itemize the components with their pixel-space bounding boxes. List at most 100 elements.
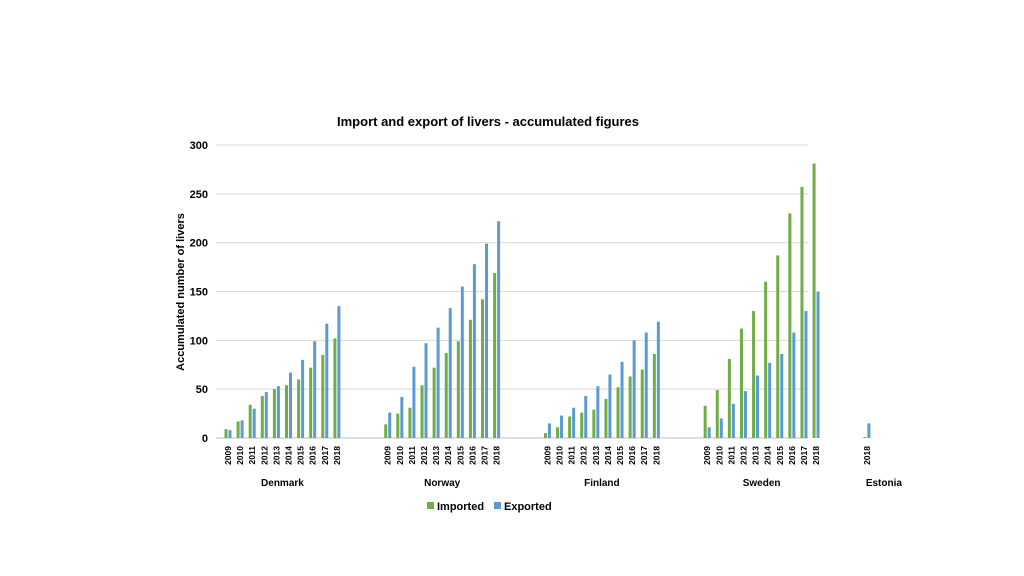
bar-imported bbox=[592, 409, 596, 438]
bar-exported bbox=[707, 427, 711, 438]
bar-exported bbox=[485, 243, 489, 438]
bar-exported bbox=[264, 392, 268, 438]
gridlines bbox=[216, 144, 808, 439]
bar-exported bbox=[289, 372, 292, 438]
bar-exported bbox=[472, 264, 476, 438]
y-tick-label: 250 bbox=[190, 189, 208, 201]
bar-exported bbox=[780, 354, 784, 438]
bars bbox=[224, 163, 871, 438]
bar-exported bbox=[572, 407, 576, 438]
bar-exported bbox=[448, 308, 452, 438]
bar-exported bbox=[301, 359, 305, 438]
x-tick-label: 2018 bbox=[862, 446, 872, 465]
bar-imported bbox=[432, 367, 436, 438]
x-tick-label: 2011 bbox=[726, 446, 736, 465]
x-tick-label: 2012 bbox=[419, 446, 429, 465]
bar-imported bbox=[628, 376, 632, 438]
bar-exported bbox=[497, 221, 501, 438]
bar-imported bbox=[616, 387, 620, 438]
group-labels: Denmark Norway Finland Sweden Estonia bbox=[261, 478, 902, 489]
legend: Imported Exported bbox=[427, 501, 552, 513]
x-tick-label: 2016 bbox=[308, 446, 318, 465]
bar-imported bbox=[715, 390, 719, 438]
bar-imported bbox=[481, 299, 485, 438]
bar-exported bbox=[412, 366, 416, 438]
x-tick-label: 2010 bbox=[235, 446, 245, 465]
bar-imported bbox=[260, 396, 264, 438]
bar-imported bbox=[788, 213, 792, 438]
bar-imported bbox=[703, 405, 707, 438]
x-tick-label: 2017 bbox=[639, 446, 649, 465]
bar-exported bbox=[768, 362, 772, 438]
group-label: Norway bbox=[424, 478, 461, 489]
chart-title: Import and export of livers - accumulate… bbox=[337, 114, 639, 129]
bar-imported bbox=[776, 255, 780, 438]
bar-imported bbox=[739, 328, 743, 438]
bar-exported bbox=[337, 306, 341, 438]
x-tick-label: 2010 bbox=[395, 446, 405, 465]
x-tick-label: 2015 bbox=[455, 446, 465, 465]
x-tick-label: 2017 bbox=[320, 446, 330, 465]
legend-swatch-exported bbox=[494, 502, 501, 509]
x-tick-label: 2017 bbox=[799, 446, 809, 465]
x-tick-label: 2018 bbox=[492, 446, 502, 465]
bar-imported bbox=[396, 413, 400, 438]
bar-imported bbox=[248, 404, 252, 438]
bar-imported bbox=[321, 354, 325, 438]
bar-imported bbox=[420, 385, 424, 438]
bar-exported bbox=[460, 286, 464, 438]
bar-imported bbox=[333, 338, 337, 438]
bar-imported bbox=[309, 367, 313, 438]
bar-exported bbox=[424, 343, 428, 438]
legend-label-exported: Exported bbox=[504, 501, 552, 513]
bar-exported bbox=[608, 374, 612, 438]
bar-exported bbox=[584, 396, 588, 438]
bar-imported bbox=[408, 407, 412, 438]
bar-imported bbox=[640, 369, 644, 438]
bar-imported bbox=[652, 354, 656, 438]
bar-imported bbox=[812, 163, 816, 438]
x-tick-label: 2017 bbox=[480, 446, 490, 465]
bar-exported bbox=[632, 340, 636, 438]
x-tick-label: 2016 bbox=[467, 446, 477, 465]
x-tick-label: 2011 bbox=[567, 446, 577, 465]
x-tick-labels: 2009 2010 2011 2012 2013 2014 2015 2016 2017 2018… bbox=[223, 446, 872, 465]
bar-exported bbox=[620, 361, 624, 438]
bar-exported bbox=[388, 412, 392, 438]
bar-exported bbox=[756, 375, 760, 438]
bar-exported bbox=[792, 332, 796, 438]
bar-imported bbox=[580, 412, 584, 438]
x-tick-label: 2013 bbox=[271, 446, 281, 465]
x-tick-label: 2014 bbox=[763, 446, 773, 465]
bar-exported bbox=[276, 386, 280, 438]
bar-exported bbox=[731, 403, 735, 438]
y-tick-label: 200 bbox=[190, 238, 208, 250]
x-tick-label: 2010 bbox=[555, 446, 565, 465]
bar-imported bbox=[224, 429, 228, 438]
bar-imported bbox=[764, 281, 768, 438]
bar-exported bbox=[867, 423, 871, 438]
x-tick-label: 2018 bbox=[651, 446, 661, 465]
x-tick-label: 2009 bbox=[702, 446, 712, 465]
x-tick-label: 2016 bbox=[787, 446, 797, 465]
x-tick-label: 2013 bbox=[751, 446, 761, 465]
bar-imported bbox=[604, 398, 608, 438]
bar-exported bbox=[228, 430, 232, 438]
bar-exported bbox=[325, 323, 329, 438]
bar-exported bbox=[400, 396, 404, 438]
x-tick-label: 2014 bbox=[443, 446, 453, 465]
bar-exported bbox=[240, 420, 244, 438]
bar-imported bbox=[444, 353, 448, 438]
x-tick-label: 2013 bbox=[431, 446, 441, 465]
bar-exported bbox=[656, 321, 660, 438]
y-tick-labels: 0 50 100 150 200 250 300 bbox=[190, 140, 208, 445]
x-tick-label: 2018 bbox=[332, 446, 342, 465]
x-tick-label: 2012 bbox=[579, 446, 589, 465]
y-tick-label: 50 bbox=[196, 384, 208, 396]
x-tick-label: 2011 bbox=[407, 446, 417, 465]
bar-imported bbox=[800, 186, 804, 438]
bar-exported bbox=[816, 291, 820, 438]
y-tick-label: 300 bbox=[190, 140, 208, 152]
x-tick-label: 2010 bbox=[714, 446, 724, 465]
